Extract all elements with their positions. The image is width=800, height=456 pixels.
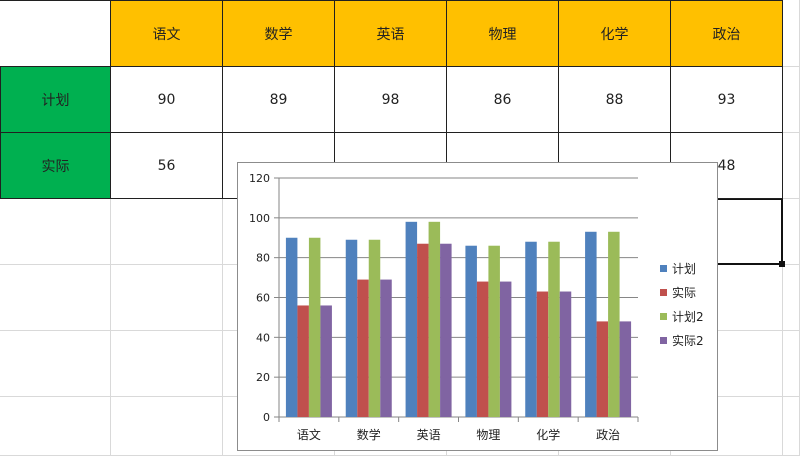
y-tick-label: 0 — [263, 411, 270, 424]
y-tick-label: 20 — [256, 371, 270, 384]
column-header-cell[interactable]: 化学 — [559, 0, 671, 67]
empty-cell[interactable] — [783, 133, 800, 199]
value-cell[interactable]: 93 — [671, 67, 783, 133]
value-cell[interactable]: 56 — [111, 133, 223, 199]
empty-cell[interactable] — [0, 199, 111, 265]
bar-实际2[interactable] — [380, 279, 392, 417]
x-tick-label: 语文 — [297, 427, 321, 442]
bar-计划[interactable] — [345, 239, 358, 417]
legend-label: 实际2 — [672, 333, 704, 348]
bar-实际[interactable] — [357, 279, 369, 417]
bar-计划2[interactable] — [308, 237, 321, 417]
x-tick-label: 物理 — [476, 428, 500, 442]
x-tick-label: 化学 — [536, 427, 560, 442]
bar-实际2[interactable] — [440, 243, 452, 417]
y-tick-label: 60 — [256, 292, 270, 305]
x-tick-label: 数学 — [357, 427, 381, 442]
column-header-cell[interactable]: 数学 — [223, 0, 335, 67]
value-cell[interactable]: 89 — [223, 67, 335, 133]
empty-cell[interactable] — [111, 331, 223, 397]
empty-cell[interactable] — [0, 331, 111, 397]
column-header-cell[interactable]: 英语 — [335, 0, 447, 67]
y-tick-label: 100 — [249, 212, 270, 225]
empty-cell[interactable] — [671, 331, 783, 397]
row-header-cell[interactable]: 实际 — [0, 133, 111, 199]
empty-cell[interactable] — [0, 397, 111, 456]
bar-实际[interactable] — [476, 281, 489, 417]
empty-cell[interactable] — [783, 331, 800, 397]
bar-计划2[interactable] — [428, 221, 441, 417]
empty-cell[interactable] — [783, 265, 800, 331]
legend-swatch — [660, 265, 667, 272]
corner-cell[interactable] — [0, 0, 111, 67]
bar-实际2[interactable] — [499, 281, 512, 417]
bar-实际2[interactable] — [619, 321, 632, 417]
bar-计划[interactable] — [285, 237, 298, 417]
bar-实际[interactable] — [297, 305, 309, 417]
bar-实际2[interactable] — [559, 291, 572, 417]
row-header-cell[interactable]: 计划 — [0, 67, 111, 133]
bar-实际[interactable] — [596, 321, 609, 417]
bar-计划2[interactable] — [488, 245, 500, 417]
x-tick-label: 政治 — [596, 428, 620, 442]
value-cell[interactable]: 90 — [111, 67, 223, 133]
bar-实际[interactable] — [536, 291, 549, 417]
empty-cell[interactable] — [111, 397, 223, 456]
value-cell[interactable]: 98 — [335, 67, 447, 133]
legend-label: 计划 — [672, 262, 696, 276]
empty-cell[interactable] — [0, 265, 111, 331]
legend-label: 实际 — [672, 285, 696, 300]
empty-cell[interactable] — [671, 265, 783, 331]
bar-计划[interactable] — [405, 221, 418, 417]
legend-swatch — [660, 337, 667, 344]
column-header-cell[interactable]: 物理 — [447, 0, 559, 67]
bar-计划[interactable] — [585, 231, 597, 417]
empty-cell[interactable] — [783, 199, 800, 265]
bar-实际2[interactable] — [320, 305, 332, 417]
bar-计划[interactable] — [465, 245, 477, 417]
y-tick-label: 40 — [256, 331, 270, 344]
empty-cell[interactable] — [783, 67, 800, 133]
empty-cell[interactable] — [111, 265, 223, 331]
y-tick-label: 80 — [256, 252, 270, 265]
legend-swatch — [660, 313, 667, 320]
bar-计划2[interactable] — [548, 241, 560, 417]
column-header-cell[interactable]: 语文 — [111, 0, 223, 67]
bar-chart[interactable]: 0 20 40 60 80 100 120 语文 数学 英语 物理 化学 政治 计划实际计划2 实际2 — [237, 162, 718, 451]
empty-cell[interactable] — [783, 0, 800, 67]
bar-实际[interactable] — [417, 243, 429, 417]
legend-swatch — [660, 289, 667, 296]
column-header-cell[interactable]: 政治 — [671, 0, 783, 67]
empty-cell[interactable] — [111, 199, 223, 265]
empty-cell[interactable] — [783, 397, 800, 456]
y-tick-label: 120 — [249, 172, 270, 185]
bar-计划[interactable] — [525, 241, 537, 417]
value-cell[interactable]: 86 — [447, 67, 559, 133]
x-tick-label: 英语 — [417, 428, 441, 442]
fill-handle[interactable] — [779, 261, 785, 267]
legend-label: 计划2 — [672, 310, 704, 324]
value-cell[interactable]: 88 — [559, 67, 671, 133]
bar-计划2[interactable] — [368, 239, 381, 417]
bar-计划2[interactable] — [608, 231, 620, 417]
